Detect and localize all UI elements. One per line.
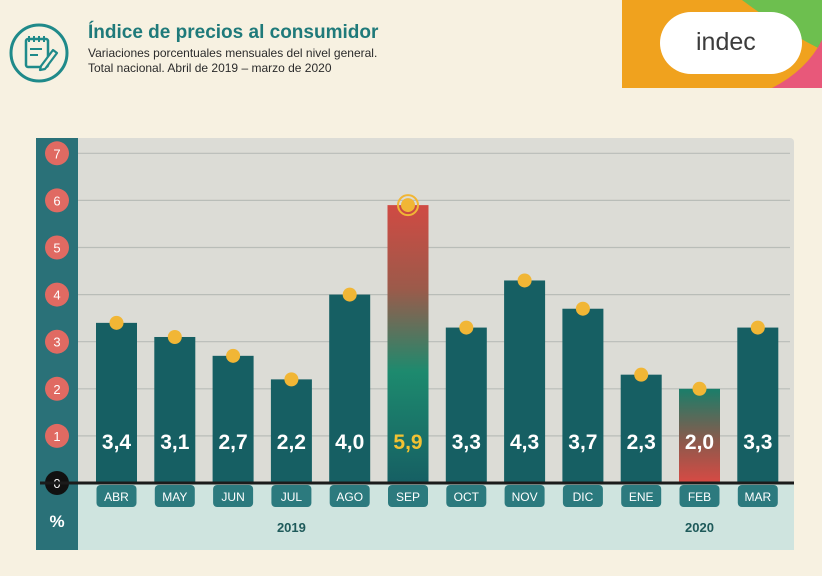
- value-label-sep: 5,9: [393, 431, 422, 454]
- month-pill-jul: [271, 485, 312, 507]
- bar-nov: [504, 280, 546, 483]
- value-label-nov: 4,3: [510, 431, 539, 454]
- bar-jul: [270, 379, 312, 483]
- notepad-pencil-icon: [9, 23, 69, 83]
- bar-dot-feb: [692, 381, 707, 396]
- y-tick-label: 2: [53, 382, 60, 397]
- bar-oct: [445, 327, 487, 483]
- month-label-ago: AGO: [336, 490, 363, 504]
- bar-dot-jun: [226, 348, 241, 363]
- value-label-may: 3,1: [160, 431, 190, 454]
- year-label-2020: 2020: [685, 520, 714, 535]
- y-tick-label: 3: [53, 335, 60, 350]
- month-pill-ene: [621, 485, 662, 507]
- month-label-dic: DIC: [573, 490, 594, 504]
- value-label-mar: 3,3: [743, 431, 772, 454]
- subtitle: Variaciones porcentuales mensuales del n…: [88, 46, 377, 76]
- month-label-oct: OCT: [454, 490, 480, 504]
- bar-abr: [96, 322, 137, 483]
- y-tick-label: 4: [53, 288, 60, 303]
- month-pill-may: [154, 485, 195, 507]
- month-pill-oct: [446, 485, 487, 507]
- month-pill-abr: [96, 485, 137, 507]
- month-pill-jun: [213, 485, 254, 507]
- bar-ene: [620, 374, 662, 483]
- bar-dot-abr: [109, 315, 124, 330]
- bar-feb: [679, 388, 720, 483]
- month-pill-ago: [329, 485, 370, 507]
- bar-dot-ago: [342, 287, 357, 302]
- subtitle-line-1: Variaciones porcentuales mensuales del n…: [88, 46, 378, 60]
- y-tick-marker: [45, 188, 69, 213]
- month-label-ene: ENE: [629, 490, 654, 504]
- y-tick-marker: [45, 329, 69, 354]
- bar-dot-ene: [634, 367, 649, 382]
- month-label-jun: JUN: [221, 490, 244, 504]
- y-tick-marker: [45, 376, 69, 401]
- value-label-dic: 3,7: [568, 431, 597, 454]
- bar-dot-ring: [397, 194, 419, 217]
- category-band: [78, 483, 794, 550]
- bar-dot-sep: [401, 198, 415, 213]
- year-label-2019: 2019: [277, 520, 306, 535]
- bar-dic: [562, 308, 604, 483]
- value-label-oct: 3,3: [452, 431, 481, 454]
- month-label-mar: MAR: [744, 490, 771, 504]
- value-label-ene: 2,3: [627, 431, 656, 454]
- y-tick-marker: [45, 282, 69, 307]
- value-label-ago: 4,0: [335, 431, 364, 454]
- value-label-jul: 2,2: [277, 431, 306, 454]
- month-label-sep: SEP: [396, 490, 420, 504]
- bar-ago: [329, 294, 371, 483]
- bar-dot-nov: [517, 273, 532, 288]
- month-pill-feb: [679, 485, 720, 507]
- y-tick-marker: [45, 235, 69, 260]
- y-tick-marker: [45, 141, 69, 166]
- value-label-abr: 3,4: [102, 431, 132, 454]
- month-label-feb: FEB: [688, 490, 711, 504]
- month-pill-mar: [737, 485, 778, 507]
- logo-text: indec: [696, 28, 756, 56]
- bar-dot-jul: [284, 372, 299, 387]
- bar-may: [154, 336, 196, 483]
- y-tick-label: 6: [53, 193, 60, 208]
- month-label-jul: JUL: [281, 490, 303, 504]
- month-label-may: MAY: [162, 490, 187, 504]
- subtitle-line-2: Total nacional. Abril de 2019 – marzo de…: [88, 61, 332, 75]
- value-label-feb: 2,0: [685, 431, 714, 454]
- value-label-jun: 2,7: [218, 431, 247, 454]
- y-tick-label: 1: [53, 429, 60, 444]
- month-label-nov: NOV: [512, 490, 538, 504]
- month-pill-sep: [388, 485, 428, 507]
- bar-mar: [737, 327, 779, 483]
- y-tick-label: 5: [53, 241, 60, 256]
- bar-dot-may: [167, 329, 182, 344]
- indec-logo: [622, 0, 822, 88]
- y-tick-label: 7: [53, 146, 60, 161]
- bar-jun: [212, 355, 254, 483]
- y-axis-unit: %: [49, 512, 64, 531]
- page-title: Índice de precios al consumidor: [88, 22, 379, 43]
- bar-dot-oct: [459, 320, 474, 335]
- bar-sep: [387, 205, 429, 484]
- bar-dot-dic: [575, 301, 590, 316]
- month-label-abr: ABR: [104, 490, 129, 504]
- month-pill-dic: [562, 485, 603, 507]
- bar-dot-mar: [750, 320, 765, 335]
- month-pill-nov: [504, 485, 545, 507]
- y-tick-marker: [45, 423, 69, 448]
